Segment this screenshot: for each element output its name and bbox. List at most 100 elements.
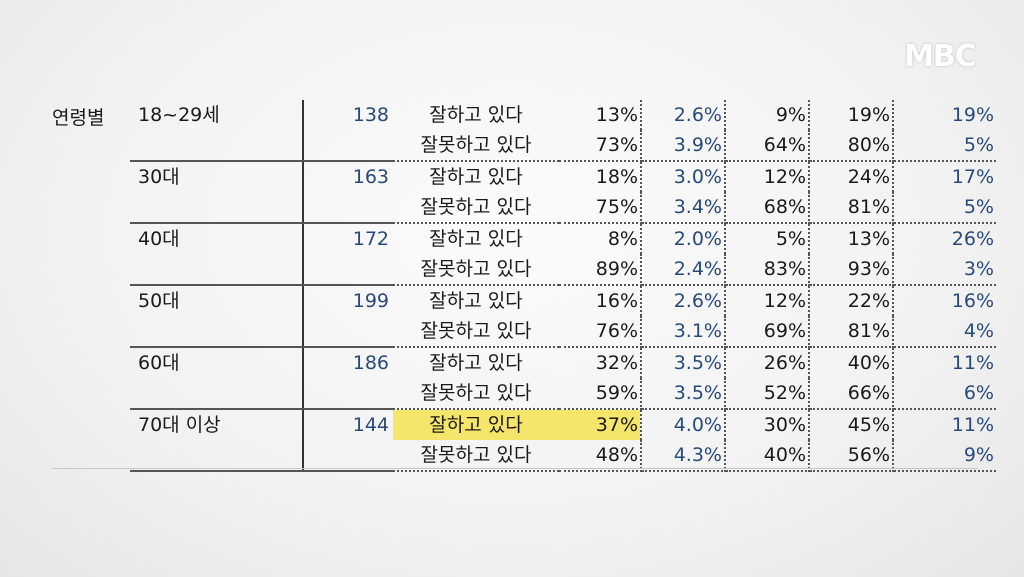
category-label: 연령별 [52, 107, 105, 129]
table-row: 30대 163 잘하고 있다 18% 3.0% 12% 24% 17% [130, 161, 996, 192]
no-answer-cell: 17% [951, 166, 994, 188]
sample-size-cell [302, 192, 393, 224]
margin-of-error-cell: 2.0% [641, 223, 726, 254]
poll-table: 18~29세 138 잘하고 있다 13% 2.6% 9% 19% 19% 잘못하고 있다 73%… [130, 100, 996, 472]
margin-of-error-cell: 3.0% [641, 161, 726, 192]
age-group-cell: 60대 [138, 352, 180, 374]
response-cell: 잘못하고 있다 [393, 254, 559, 286]
age-group-cell [130, 378, 303, 410]
sample-size-cell: 199 [302, 285, 393, 316]
table-row: 잘못하고 있다 73% 3.9% 64% 80% 5% [130, 130, 996, 162]
no-answer-cell: 3% [893, 254, 996, 286]
lower-bound-cell: 68% [725, 192, 810, 224]
lower-bound-cell: 5% [725, 223, 810, 254]
percent-cell: 32% [559, 347, 642, 378]
percent-cell: 75% [559, 192, 642, 224]
response-cell: 잘못하고 있다 [393, 440, 559, 472]
response-cell: 잘하고 있다 [393, 409, 559, 440]
age-group-cell: 40대 [138, 228, 180, 250]
no-answer-cell: 11% [951, 352, 994, 374]
response-cell: 잘못하고 있다 [393, 378, 559, 410]
age-group-cell [130, 254, 303, 286]
sample-size-cell: 144 [302, 409, 393, 440]
percent-cell: 8% [559, 223, 642, 254]
upper-bound-cell: 56% [809, 440, 894, 472]
age-group-cell: 30대 [138, 166, 180, 188]
no-answer-cell: 19% [951, 104, 994, 126]
response-cell: 잘못하고 있다 [393, 130, 559, 162]
table-row: 70대 이상 144 잘하고 있다 37% 4.0% 30% 45% 11% [130, 409, 996, 440]
upper-bound-cell: 93% [809, 254, 894, 286]
sample-size-cell: 186 [302, 347, 393, 378]
upper-bound-cell: 13% [809, 223, 894, 254]
lower-bound-cell: 83% [725, 254, 810, 286]
no-answer-cell: 16% [951, 290, 994, 312]
upper-bound-cell: 66% [809, 378, 894, 410]
margin-of-error-cell: 2.6% [641, 100, 726, 130]
percent-cell: 59% [559, 378, 642, 410]
table-row: 잘못하고 있다 75% 3.4% 68% 81% 5% [130, 192, 996, 224]
lower-bound-cell: 64% [725, 130, 810, 162]
sample-size-cell [302, 316, 393, 348]
response-cell: 잘못하고 있다 [393, 316, 559, 348]
sample-size-cell [302, 378, 393, 410]
upper-bound-cell: 80% [809, 130, 894, 162]
lower-bound-cell: 40% [725, 440, 810, 472]
percent-cell: 13% [559, 100, 642, 130]
sample-size-cell [302, 440, 393, 472]
upper-bound-cell: 81% [809, 316, 894, 348]
sample-size-cell [302, 254, 393, 286]
margin-of-error-cell: 4.0% [641, 409, 726, 440]
table-row: 60대 186 잘하고 있다 32% 3.5% 26% 40% 11% [130, 347, 996, 378]
lower-bound-cell: 12% [725, 285, 810, 316]
margin-of-error-cell: 3.1% [641, 316, 726, 348]
table-row: 50대 199 잘하고 있다 16% 2.6% 12% 22% 16% [130, 285, 996, 316]
no-answer-cell: 26% [951, 228, 994, 250]
sample-size-cell [302, 130, 393, 162]
age-group-cell [130, 440, 303, 472]
age-group-cell [130, 316, 303, 348]
percent-cell: 18% [559, 161, 642, 192]
margin-of-error-cell: 3.5% [641, 378, 726, 410]
upper-bound-cell: 45% [809, 409, 894, 440]
margin-of-error-cell: 3.5% [641, 347, 726, 378]
lower-bound-cell: 52% [725, 378, 810, 410]
margin-of-error-cell: 2.6% [641, 285, 726, 316]
age-group-cell [130, 130, 303, 162]
lower-bound-cell: 69% [725, 316, 810, 348]
percent-cell: 37% [559, 409, 642, 440]
age-group-cell: 18~29세 [138, 104, 220, 126]
age-group-cell: 70대 이상 [138, 414, 221, 436]
upper-bound-cell: 81% [809, 192, 894, 224]
upper-bound-cell: 19% [809, 100, 894, 130]
percent-cell: 76% [559, 316, 642, 348]
upper-bound-cell: 40% [809, 347, 894, 378]
lower-bound-cell: 9% [725, 100, 810, 130]
sample-size-cell: 172 [302, 223, 393, 254]
poll-table-body: 18~29세 138 잘하고 있다 13% 2.6% 9% 19% 19% 잘못하고 있다 73%… [130, 100, 996, 472]
no-answer-cell: 6% [893, 378, 996, 410]
table-row: 잘못하고 있다 48% 4.3% 40% 56% 9% [130, 440, 996, 472]
lower-bound-cell: 26% [725, 347, 810, 378]
response-cell: 잘하고 있다 [429, 228, 523, 250]
percent-cell: 48% [559, 440, 642, 472]
table-row: 40대 172 잘하고 있다 8% 2.0% 5% 13% 26% [130, 223, 996, 254]
margin-of-error-cell: 3.4% [641, 192, 726, 224]
sample-size-cell: 138 [302, 100, 393, 130]
no-answer-cell: 9% [893, 440, 996, 472]
response-cell: 잘못하고 있다 [393, 192, 559, 224]
upper-bound-cell: 22% [809, 285, 894, 316]
mbc-logo: MBC [904, 39, 977, 74]
percent-cell: 89% [559, 254, 642, 286]
response-cell: 잘하고 있다 [429, 352, 523, 374]
margin-of-error-cell: 2.4% [641, 254, 726, 286]
table-row: 잘못하고 있다 89% 2.4% 83% 93% 3% [130, 254, 996, 286]
response-cell: 잘하고 있다 [429, 290, 523, 312]
table-row: 잘못하고 있다 59% 3.5% 52% 66% 6% [130, 378, 996, 410]
sample-size-cell: 163 [302, 161, 393, 192]
lower-bound-cell: 12% [725, 161, 810, 192]
no-answer-cell: 5% [893, 130, 996, 162]
response-cell: 잘하고 있다 [429, 104, 523, 126]
margin-of-error-cell: 4.3% [641, 440, 726, 472]
no-answer-cell: 4% [893, 316, 996, 348]
